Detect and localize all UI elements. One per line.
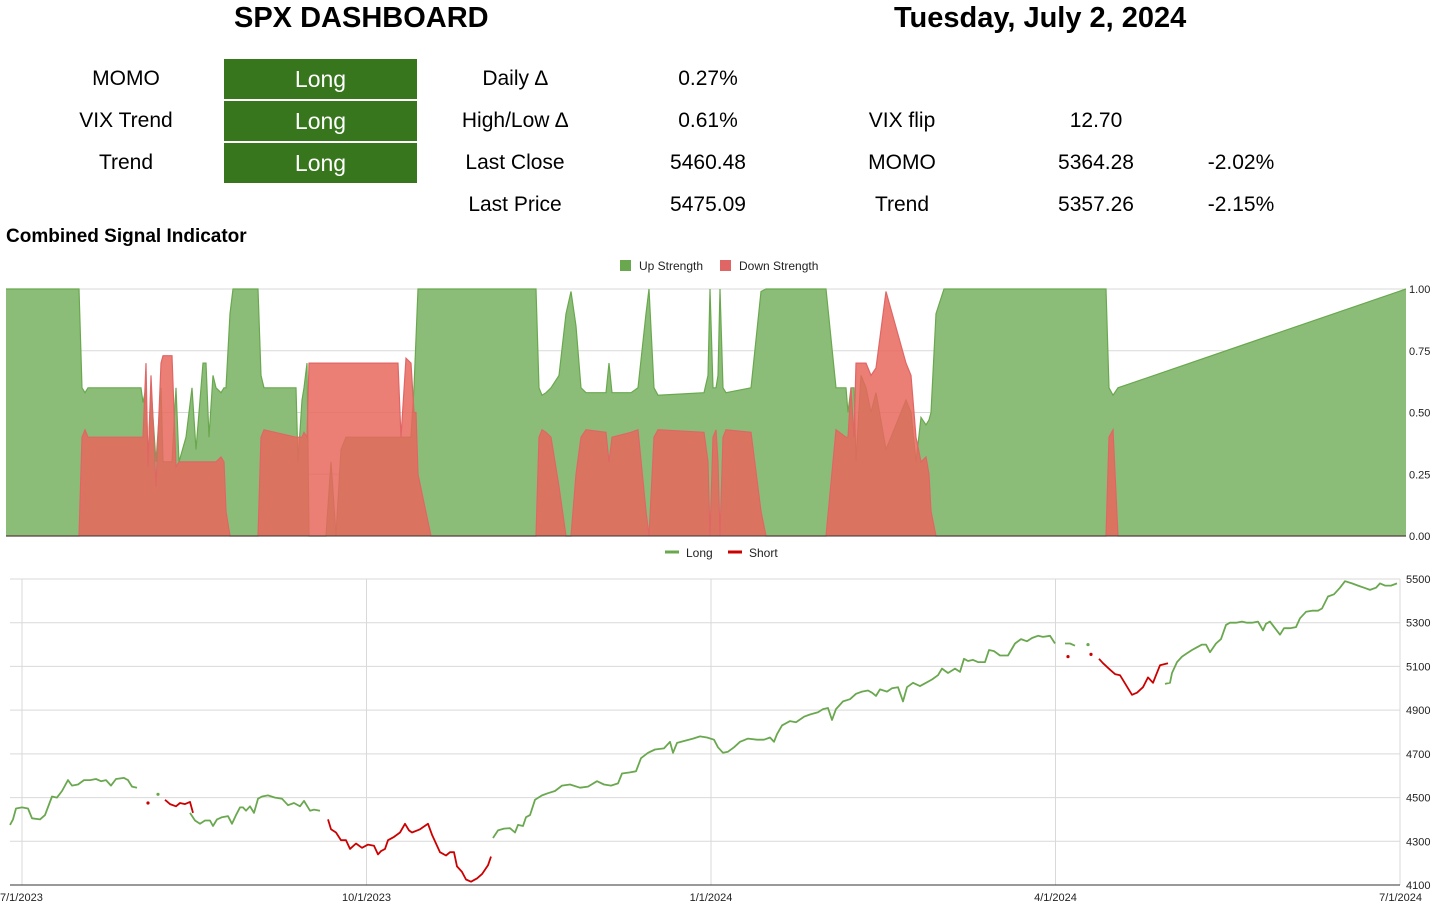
y-tick-label: 0.50: [1409, 408, 1430, 420]
level-pct-momo: -2.02%: [1207, 151, 1275, 174]
line-long: [9, 776, 138, 826]
signal-chart-legend: Up Strength Down Strength: [620, 259, 818, 273]
signal-label-vix-trend: VIX Trend: [79, 109, 173, 132]
level-label-vix-flip: VIX flip: [868, 109, 936, 132]
y-tick-label: 0.25: [1409, 469, 1430, 481]
level-value-vix-flip: 12.70: [1069, 109, 1123, 132]
signal-chart-areas: [6, 288, 1407, 537]
y-tick-label: 4900: [1406, 705, 1430, 717]
legend-label-up: Up Strength: [639, 259, 703, 273]
x-tick-label: 7/1/2024: [1379, 892, 1422, 904]
level-label-trend: Trend: [874, 193, 930, 216]
line-short: [164, 799, 194, 814]
line-long: [189, 794, 321, 827]
price-chart-x-axis: 7/1/2023 10/1/2023 1/1/2024 4/1/2024 7/1/202…: [0, 892, 1422, 904]
line-long: [492, 634, 1056, 839]
point-long: [156, 792, 160, 796]
point-short: [146, 801, 150, 805]
line-long: [1164, 580, 1398, 685]
y-tick-label: 5100: [1406, 661, 1430, 673]
metric-label-last-close: Last Close: [465, 151, 565, 174]
price-chart-grid: [10, 578, 1401, 886]
y-tick-label: 4500: [1406, 793, 1430, 805]
x-tick-label: 10/1/2023: [342, 892, 391, 904]
y-tick-label: 5300: [1406, 618, 1430, 630]
line-long: [1065, 642, 1076, 647]
report-date: Tuesday, July 2, 2024: [894, 2, 1187, 34]
y-tick-label: 0.00: [1409, 531, 1430, 543]
y-tick-label: 0.75: [1409, 346, 1430, 358]
signal-badge-trend: Long: [224, 143, 417, 183]
signal-label-trend: Trend: [98, 151, 154, 174]
legend-label-long: Long: [686, 546, 713, 560]
metric-value-daily-delta: 0.27%: [678, 67, 738, 90]
price-chart-y-axis: 4100 4300 4500 4700 4900 5100 5300 5500: [1406, 574, 1430, 892]
legend-swatch-down: [720, 260, 731, 271]
area-down-strength: [6, 291, 1406, 536]
point-long: [1086, 642, 1090, 647]
level-value-trend: 5357.26: [1058, 193, 1134, 216]
y-tick-label: 4700: [1406, 749, 1430, 761]
signal-badge-momo: Long: [224, 59, 417, 99]
metric-value-last-price: 5475.09: [670, 193, 746, 216]
price-chart-lines: [9, 580, 1398, 883]
signal-chart-y-axis: 0.00 0.25 0.50 0.75 1.00: [1409, 284, 1430, 543]
price-chart: Long Short 4100 4300 4500 4700 4900 5100 5300 55…: [0, 546, 1430, 904]
x-tick-label: 7/1/2023: [0, 892, 43, 904]
y-tick-label: 1.00: [1409, 284, 1430, 296]
x-tick-label: 4/1/2024: [1034, 892, 1077, 904]
legend-swatch-up: [620, 260, 631, 271]
point-short: [1066, 654, 1070, 659]
signal-badge-vix-trend: Long: [224, 101, 417, 141]
metric-value-last-close: 5460.48: [670, 151, 746, 174]
signal-label-momo: MOMO: [92, 67, 160, 90]
page-title: SPX DASHBOARD: [234, 2, 489, 34]
metric-label-daily-delta: Daily ∆: [482, 67, 548, 90]
legend-label-down: Down Strength: [739, 259, 818, 273]
level-label-momo: MOMO: [868, 151, 936, 174]
line-short: [327, 819, 492, 883]
metric-value-high-low-delta: 0.61%: [678, 109, 738, 132]
signal-chart-title: Combined Signal Indicator: [6, 226, 247, 247]
metric-label-high-low-delta: High/Low ∆: [461, 109, 569, 132]
y-tick-label: 5500: [1406, 574, 1430, 586]
y-tick-label: 4300: [1406, 836, 1430, 848]
signal-strength-chart: Up Strength Down Strength 0.00 0.25 0.50 0.7…: [6, 259, 1430, 543]
y-tick-label: 4100: [1406, 880, 1430, 892]
point-short: [1089, 652, 1093, 657]
level-pct-trend: -2.15%: [1207, 193, 1275, 216]
level-value-momo: 5364.28: [1058, 151, 1134, 174]
line-down-strength: [6, 291, 1406, 537]
x-tick-label: 1/1/2024: [690, 892, 733, 904]
metric-label-last-price: Last Price: [468, 193, 562, 216]
line-short: [1098, 658, 1169, 696]
legend-label-short: Short: [749, 546, 778, 560]
price-chart-legend: Long Short: [665, 546, 778, 560]
